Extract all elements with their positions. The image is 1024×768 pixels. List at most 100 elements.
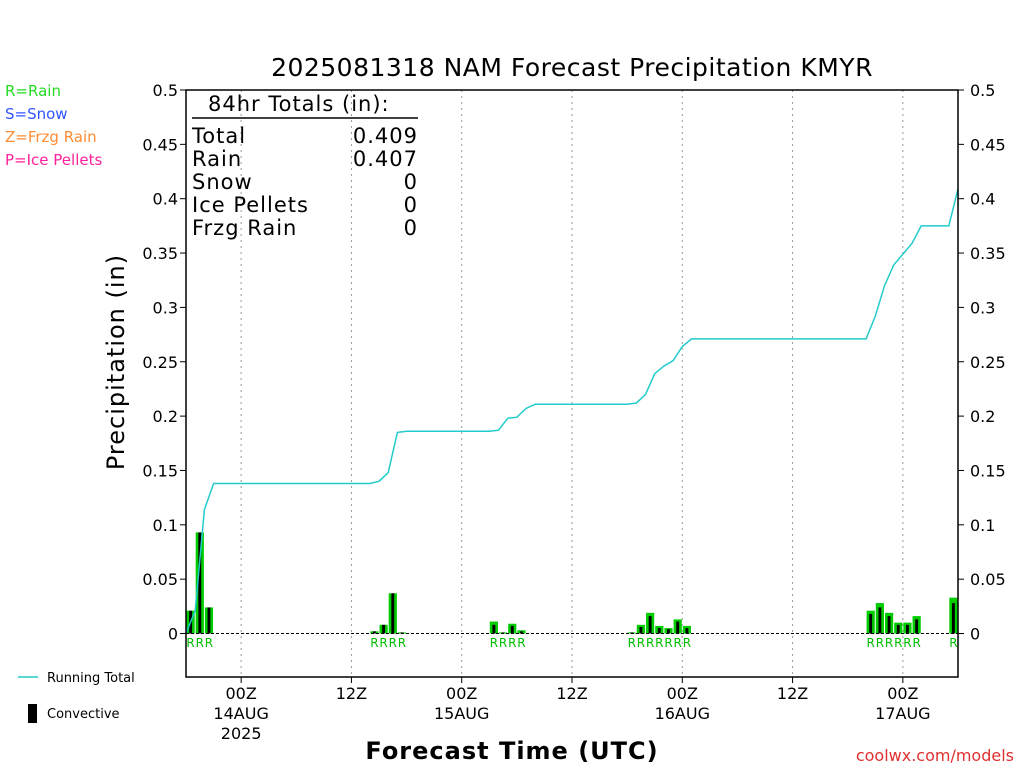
totals-row-label: Snow: [192, 170, 253, 194]
y-tick-label: 0.15: [142, 461, 178, 480]
convective-bar: [667, 629, 670, 634]
y-tick-label: 0.25: [142, 353, 178, 372]
convective-bar: [382, 624, 386, 634]
y-tick-label: 0: [168, 625, 178, 644]
ptype-mark: R: [205, 636, 213, 650]
x-axis-label: Forecast Time (UTC): [365, 737, 658, 765]
precip-type-legend-item: P=Ice Pellets: [5, 151, 102, 169]
convective-bar: [657, 628, 661, 634]
y-axis-left: 0 0.05 0.1 0.15 0.2 0.25 0.3 0.35 0.4 0.45 0.5: [142, 81, 186, 644]
ptype-mark: R: [903, 636, 911, 650]
y-tick-label: 0.5: [970, 81, 995, 100]
ptype-mark: R: [674, 636, 682, 650]
convective-bar: [639, 626, 643, 634]
y-axis-right: 0 0.05 0.1 0.15 0.2 0.25 0.3 0.35 0.4 0.45 0.5: [958, 81, 1006, 644]
totals-row-value: 0.407: [353, 147, 418, 171]
chart-title: 2025081318 NAM Forecast Precipitation KM…: [271, 53, 873, 82]
y-tick-label: 0.2: [153, 407, 178, 426]
totals-row-value: 0: [404, 170, 418, 194]
ptype-mark: R: [655, 636, 663, 650]
totals-header: 84hr Totals (in):: [208, 92, 390, 116]
convective-bar: [501, 632, 505, 634]
ptype-mark: R: [664, 636, 672, 650]
x-tick-label: 00Z: [446, 684, 477, 703]
ptype-mark: R: [370, 636, 378, 650]
x-tick-label: 12Z: [556, 684, 587, 703]
convective-bar: [878, 607, 882, 634]
convective-bar: [198, 532, 202, 634]
ptype-mark: R: [499, 636, 507, 650]
ptype-mark: R: [398, 636, 406, 650]
convective-bar: [391, 593, 395, 634]
y-tick-label: 0.05: [142, 570, 178, 589]
precip-type-legend-item: Z=Frzg Rain: [5, 128, 97, 146]
ptype-mark: R: [379, 636, 387, 650]
convective-bar: [915, 619, 919, 634]
ptype-mark: R: [885, 636, 893, 650]
totals-row-label: Total: [191, 124, 246, 148]
y-tick-label: 0.45: [142, 135, 178, 154]
ptype-mark: R: [876, 636, 884, 650]
precip-type-legend-item: R=Rain: [5, 82, 61, 100]
convective-bar: [400, 632, 404, 634]
convective-bar: [510, 625, 514, 634]
ptype-mark: R: [186, 636, 194, 650]
ptype-mark: R: [508, 636, 516, 650]
x-tick-label: 00Z: [225, 684, 256, 703]
totals-row-value: 0: [404, 193, 418, 217]
y-axis-label: Precipitation (in): [102, 254, 130, 470]
convective-bar: [887, 616, 891, 634]
x-tick-label: 00Z: [667, 684, 698, 703]
y-tick-label: 0.1: [970, 516, 995, 535]
ptype-mark: R: [490, 636, 498, 650]
convective-bar: [869, 613, 873, 634]
hourly-bars: [186, 532, 958, 634]
x-tick-date: 17AUG: [875, 704, 930, 723]
totals-row-label: Frzg Rain: [192, 216, 297, 240]
totals-row-label: Ice Pellets: [192, 193, 309, 217]
convective-bar: [630, 632, 634, 634]
ptype-mark: R: [389, 636, 397, 650]
y-tick-label: 0.5: [153, 81, 178, 100]
ptype-mark: R: [894, 636, 902, 650]
convective-bar: [520, 631, 523, 634]
ptype-mark: R: [646, 636, 654, 650]
x-tick-year: 2025: [221, 724, 262, 743]
y-tick-label: 0.3: [153, 298, 178, 317]
ptype-mark: R: [867, 636, 875, 650]
x-tick-label: 00Z: [887, 684, 918, 703]
ptype-mark: R: [628, 636, 636, 650]
series-legend: Running Total Convective: [18, 671, 135, 723]
y-tick-label: 0.4: [153, 190, 178, 209]
running-total-legend-label: Running Total: [47, 671, 135, 686]
source-footer: coolwx.com/models: [856, 746, 1014, 765]
ptype-mark: R: [949, 636, 957, 650]
y-tick-label: 0.4: [970, 190, 995, 209]
convective-bar: [372, 631, 376, 634]
ptype-mark: R: [637, 636, 645, 650]
ptype-mark: R: [196, 636, 204, 650]
x-tick-date: 16AUG: [655, 704, 710, 723]
ptype-mark: R: [912, 636, 920, 650]
y-tick-label: 0.45: [970, 135, 1006, 154]
y-tick-label: 0.1: [153, 516, 178, 535]
convective-legend-label: Convective: [47, 707, 120, 722]
convective-bar: [685, 628, 689, 634]
x-tick-date: 15AUG: [434, 704, 489, 723]
grid-lines: [240, 90, 904, 677]
x-tick-label: 12Z: [336, 684, 367, 703]
precip-type-legend-item: S=Snow: [5, 105, 68, 123]
totals-row-value: 0.409: [353, 124, 418, 148]
convective-legend-swatch: [28, 704, 37, 723]
totals-box: 84hr Totals (in): Total 0.409 Rain 0.407 Snow…: [191, 92, 418, 240]
x-tick-label: 12Z: [777, 684, 808, 703]
convective-bar: [951, 603, 955, 634]
y-tick-label: 0.35: [970, 244, 1006, 263]
y-tick-label: 0.2: [970, 407, 995, 426]
convective-bar: [648, 616, 652, 634]
y-tick-label: 0.05: [970, 570, 1006, 589]
y-tick-label: 0.35: [142, 244, 178, 263]
convective-bar: [676, 621, 680, 634]
